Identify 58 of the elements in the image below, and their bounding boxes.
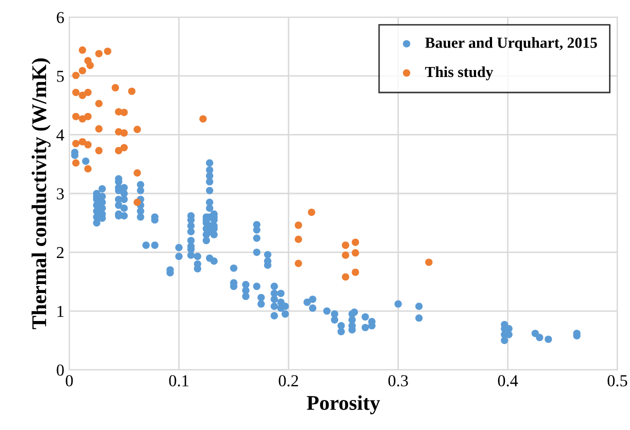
point xyxy=(84,141,92,148)
point xyxy=(95,146,103,154)
point xyxy=(352,268,360,276)
x-tick-label: 0.1 xyxy=(169,375,188,386)
y-tick-label: 5 xyxy=(57,70,64,82)
legend-label: Bauer and Urquhart, 2015 xyxy=(425,37,597,52)
y-tick-label: 6 xyxy=(56,12,64,24)
point xyxy=(294,236,302,244)
x-tick-label: 0.4 xyxy=(498,375,518,386)
point xyxy=(134,169,141,177)
point xyxy=(72,140,80,148)
point xyxy=(342,273,350,281)
x-tick-label: 0 xyxy=(66,375,73,386)
point xyxy=(342,252,350,259)
point xyxy=(128,88,136,95)
point xyxy=(112,84,120,92)
point xyxy=(78,67,86,74)
point xyxy=(352,238,360,246)
point xyxy=(72,72,80,80)
point xyxy=(352,249,360,257)
point xyxy=(294,260,302,268)
point xyxy=(95,125,103,133)
point xyxy=(72,88,80,96)
point xyxy=(104,48,112,55)
point xyxy=(199,115,207,123)
point xyxy=(134,126,141,134)
x-tick-label: 0.3 xyxy=(388,375,408,386)
point xyxy=(342,242,350,249)
point xyxy=(425,258,433,266)
point xyxy=(294,222,302,229)
point xyxy=(95,50,103,58)
point xyxy=(134,198,141,206)
point xyxy=(72,159,80,167)
legend-label: This study xyxy=(425,66,494,80)
y-tick-label: 3 xyxy=(56,188,64,200)
point xyxy=(84,165,92,172)
point xyxy=(78,92,86,100)
y-axis-title: Thermal conductivity (W/mK) xyxy=(32,58,51,330)
x-axis-title: Porosity xyxy=(306,395,380,414)
point xyxy=(78,115,86,123)
point xyxy=(84,112,92,120)
point xyxy=(78,46,86,54)
point xyxy=(114,146,122,154)
point xyxy=(95,100,103,108)
point xyxy=(84,88,92,96)
y-tick-label: 0 xyxy=(56,364,64,376)
point xyxy=(120,144,128,152)
y-tick-label: 4 xyxy=(56,130,64,141)
point xyxy=(120,129,128,137)
y-tick-label: 1 xyxy=(58,306,64,317)
y-tick-label: 2 xyxy=(56,247,64,258)
point xyxy=(78,138,86,146)
point xyxy=(86,62,94,70)
point xyxy=(308,208,316,216)
x-tick-label: 0.5 xyxy=(608,375,628,386)
point xyxy=(72,112,80,120)
x-tick-label: 0.2 xyxy=(278,375,298,386)
point xyxy=(120,108,128,116)
